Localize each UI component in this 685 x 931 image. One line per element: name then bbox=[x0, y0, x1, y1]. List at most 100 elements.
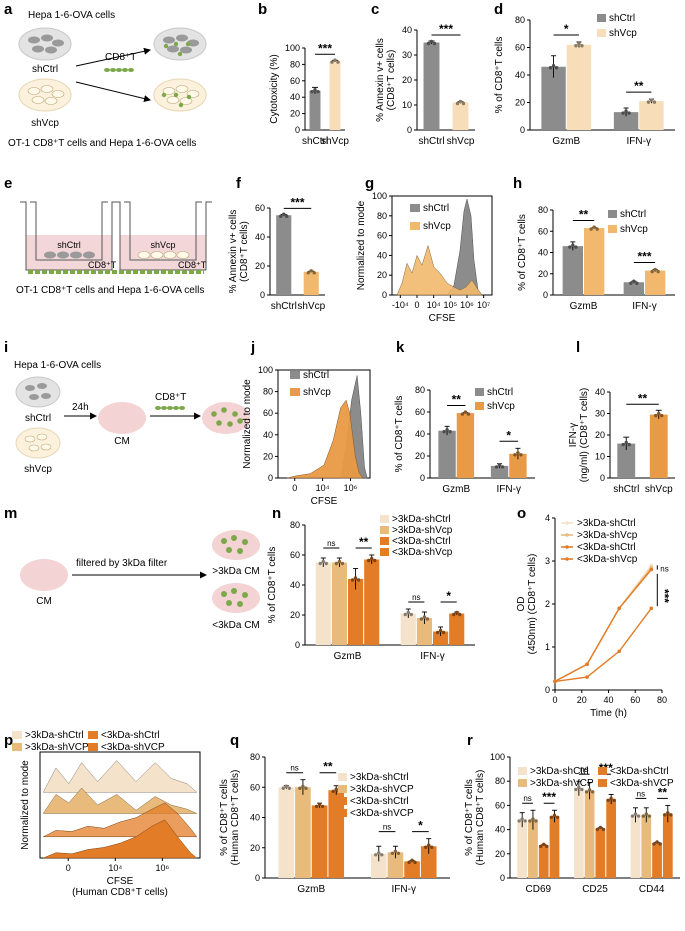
legend-label: shVcp bbox=[303, 387, 331, 398]
significance-label: * bbox=[564, 22, 569, 36]
legend: shCtrl shVcp bbox=[608, 209, 648, 235]
y-tick-label: 60 bbox=[515, 43, 525, 53]
histogram-shVcp bbox=[396, 244, 483, 296]
legend-swatch bbox=[598, 779, 607, 787]
chart-l: l 0 10 20 30 40 IFN-γ (ng/ml) (CD8⁺T cells) shCt… bbox=[568, 339, 675, 495]
data-point bbox=[494, 465, 499, 469]
legend-swatch bbox=[338, 797, 347, 805]
data-point bbox=[571, 243, 575, 247]
y-axis-label: OD bbox=[516, 597, 527, 612]
x-tick-label: shVcp bbox=[297, 301, 325, 312]
label-shvcp: shVcp bbox=[150, 240, 175, 250]
bar->3kDa-shCtrl-GzmB bbox=[278, 787, 295, 878]
significance-label: ** bbox=[323, 760, 333, 774]
legend-swatch bbox=[608, 210, 617, 218]
data-point bbox=[574, 787, 578, 792]
y-tick-label: 0 bbox=[543, 290, 548, 300]
data-point bbox=[312, 271, 316, 275]
data-point bbox=[629, 281, 633, 285]
y-tick-label: 40 bbox=[495, 825, 505, 835]
data-point bbox=[630, 814, 635, 818]
bar-shCtrl bbox=[309, 90, 321, 130]
bar-shCtrl bbox=[276, 215, 292, 295]
data-point bbox=[641, 814, 645, 818]
y-axis-label: Normalized to mode bbox=[242, 379, 253, 469]
x-tick-label: shVcp bbox=[321, 136, 349, 147]
x-tick-label: 10⁶ bbox=[344, 483, 358, 493]
data-point bbox=[419, 617, 424, 621]
y-tick-label: 0 bbox=[295, 640, 300, 650]
x-tick-label: GzmB bbox=[442, 484, 470, 495]
data-point bbox=[609, 796, 613, 801]
y-axis-label: % of CD8⁺T cells bbox=[517, 214, 528, 291]
y-tick-label: 0 bbox=[255, 873, 260, 883]
x-tick-label: CD25 bbox=[582, 884, 608, 895]
label-shvcp: shVcp bbox=[31, 118, 59, 129]
legend-label: >3kDa-shCtrl bbox=[25, 730, 84, 741]
x-axis-label: CFSE bbox=[429, 313, 456, 324]
bar->3kDa-shVcp-IFN-γ bbox=[416, 618, 432, 645]
data-point bbox=[590, 790, 595, 794]
y-tick-label: 40 bbox=[377, 250, 387, 260]
y-tick-label: 80 bbox=[515, 15, 525, 25]
x-tick-label: 0 bbox=[552, 695, 557, 705]
panel-letter: n bbox=[272, 505, 281, 522]
chart-h: h 0 20 40 60 80 % of CD8⁺T cells GzmB ** IFN-γ ***… bbox=[513, 175, 675, 312]
chart-b: b 0 20 40 60 80 100 Cytotoxicity (%) shCtrlshVcp… bbox=[258, 1, 349, 147]
bar-<3kDa-shVCP-IFN-γ bbox=[420, 846, 437, 878]
y-axis-label: % of CD8⁺T cells bbox=[394, 396, 405, 473]
data-point bbox=[574, 44, 578, 48]
legend-label: shVcp bbox=[609, 28, 637, 39]
y-tick-label: 60 bbox=[538, 226, 548, 236]
x-axis-label-sub: (Human CD8⁺T cells) bbox=[72, 887, 168, 898]
legend-swatch bbox=[380, 526, 389, 534]
data-point bbox=[334, 787, 338, 791]
legend-swatch bbox=[380, 537, 389, 545]
legend-marker bbox=[565, 533, 569, 537]
y-axis-label: Normalized to mode bbox=[356, 200, 367, 290]
significance-label: ** bbox=[638, 391, 648, 405]
y-tick-label: 4 bbox=[545, 513, 550, 523]
significance-label: ns bbox=[637, 789, 645, 798]
data-point bbox=[516, 451, 520, 455]
legend: >3kDa-shCtrl>3kDa-shVCP <3kDa-shCtrl<3kDa… bbox=[518, 766, 674, 789]
panel-letter-i: i bbox=[4, 339, 8, 356]
x-tick-label: 10⁴ bbox=[316, 483, 330, 493]
series-point-<3kDa-shCtrl bbox=[649, 606, 654, 611]
legend-label: shCtrl bbox=[303, 370, 329, 381]
data-point bbox=[330, 60, 334, 64]
data-point bbox=[624, 440, 628, 445]
data-point bbox=[407, 860, 411, 865]
data-point bbox=[580, 44, 584, 48]
legend-swatch bbox=[597, 29, 606, 37]
time-label: 24h bbox=[72, 402, 89, 413]
data-point bbox=[636, 814, 641, 818]
data-point bbox=[552, 813, 557, 817]
dish-shvcp-with-tcells bbox=[153, 78, 207, 112]
data-point bbox=[548, 66, 553, 70]
data-point bbox=[429, 39, 434, 44]
data-point bbox=[574, 245, 578, 249]
y-tick-label: 80 bbox=[250, 752, 260, 762]
bar->3kDa-shVcp-GzmB bbox=[331, 562, 347, 645]
significance-label: ** bbox=[452, 393, 462, 407]
data-point bbox=[669, 813, 673, 817]
y-axis-label-sub: (450nm) (CD8⁺T cells) bbox=[527, 554, 538, 655]
dish-shctrl bbox=[18, 27, 72, 61]
y-tick-label: 80 bbox=[290, 520, 300, 530]
data-point bbox=[656, 269, 660, 274]
bar->3kDa-shVCP-GzmB bbox=[295, 787, 311, 878]
data-point bbox=[304, 786, 308, 790]
significance-label: *** bbox=[657, 589, 671, 603]
x-tick-label: 80 bbox=[657, 695, 667, 705]
legend: >3kDa-shCtrl>3kDa-shVcp<3kDa-shCtrl<3kDa… bbox=[561, 518, 638, 565]
tcell-label-left: CD8⁺T bbox=[88, 260, 117, 270]
data-point bbox=[652, 100, 657, 104]
bar-shVcp-IFN-γ bbox=[639, 101, 664, 130]
legend-label: >3kDa-shVCP bbox=[350, 784, 414, 795]
panel-letter: f bbox=[236, 175, 242, 192]
y-tick-label: 60 bbox=[415, 407, 425, 417]
data-point bbox=[441, 630, 446, 635]
bar->3kDa-shVCP-CD44 bbox=[641, 815, 652, 878]
